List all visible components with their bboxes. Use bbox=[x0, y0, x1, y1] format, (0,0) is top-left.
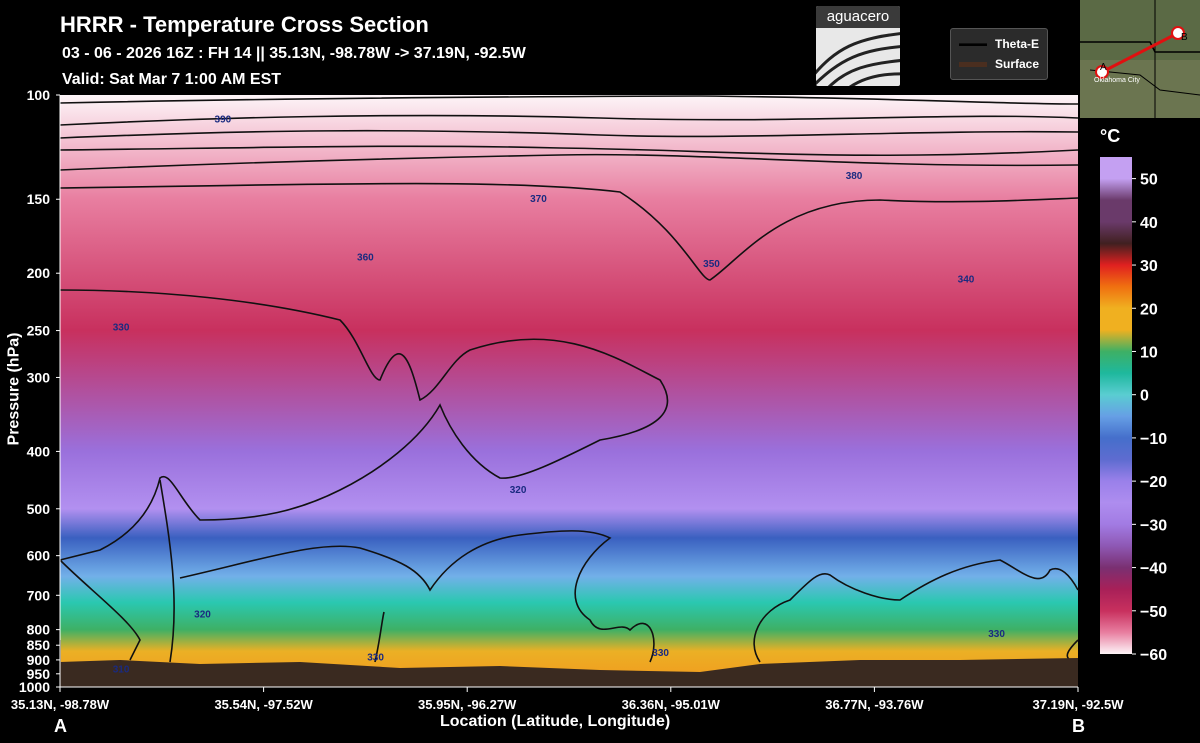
theta-e-contour-line bbox=[59, 114, 1079, 126]
y-axis-label: Pressure (hPa) bbox=[5, 332, 23, 446]
y-tick-label: 950 bbox=[27, 666, 51, 682]
surface-terrain bbox=[60, 658, 1078, 687]
x-tick-label: 36.77N, -93.76W bbox=[825, 697, 924, 712]
temperature-field bbox=[60, 95, 1078, 687]
y-tick-label: 100 bbox=[27, 87, 51, 103]
colorbar-tick-label: 10 bbox=[1140, 344, 1158, 361]
y-tick-label: 400 bbox=[27, 443, 51, 459]
colorbar-tick-label: 30 bbox=[1140, 258, 1158, 275]
colorbar bbox=[1100, 157, 1132, 654]
inset-end-label: B bbox=[1181, 32, 1188, 43]
aguacero-logo: aguacero bbox=[816, 6, 900, 86]
legend-item-surface: Surface bbox=[959, 57, 1039, 75]
theta-e-contour-line bbox=[159, 479, 175, 663]
x-tick-label: 35.95N, -96.27W bbox=[418, 697, 517, 712]
inset-map: A B Oklahoma City bbox=[1080, 0, 1200, 118]
colorbar-tick-label: −20 bbox=[1140, 474, 1167, 491]
colorbar-tick-label: −30 bbox=[1140, 517, 1167, 534]
theta-e-label: 320 bbox=[510, 485, 527, 496]
theta-e-label: 330 bbox=[652, 648, 669, 659]
theta-e-label: 360 bbox=[357, 252, 374, 263]
legend: Theta-E Surface bbox=[950, 28, 1048, 80]
theta-e-label: 320 bbox=[194, 610, 211, 621]
x-axis: 35.13N, -98.78W 35.54N, -97.52W 35.95N, -9… bbox=[11, 686, 1124, 712]
theta-e-contour-line bbox=[59, 289, 669, 561]
legend-swatch-theta-e bbox=[959, 43, 987, 47]
y-tick-label: 800 bbox=[27, 622, 51, 638]
x-axis-label: Location (Latitude, Longitude) bbox=[440, 713, 671, 730]
theta-e-label: 310 bbox=[113, 665, 130, 676]
colorbar-unit: °C bbox=[1100, 126, 1121, 146]
legend-label-theta-e: Theta-E bbox=[995, 37, 1040, 51]
legend-label-surface: Surface bbox=[995, 57, 1040, 71]
chart-title: HRRR - Temperature Cross Section bbox=[60, 12, 429, 37]
y-tick-label: 250 bbox=[27, 323, 51, 339]
colorbar-ticks: 50 40 30 20 10 0 −10 −20 −30 −40 −50 −60 bbox=[1132, 172, 1167, 664]
y-tick-label: 900 bbox=[27, 652, 51, 668]
theta-e-label: 380 bbox=[846, 171, 863, 182]
theta-e-contour-line bbox=[59, 153, 1079, 171]
colorbar-tick-label: −50 bbox=[1140, 604, 1167, 621]
logo-text: aguacero bbox=[816, 6, 900, 28]
chart-subtitle: 03 - 06 - 2026 16Z : FH 14 || 35.13N, -9… bbox=[62, 45, 526, 62]
legend-item-theta-e: Theta-E bbox=[959, 37, 1039, 55]
inset-start-label: A bbox=[1100, 62, 1107, 73]
inset-map-graphic: A B Oklahoma City bbox=[1080, 0, 1200, 118]
theta-e-label: 350 bbox=[703, 259, 720, 270]
theta-e-label: 330 bbox=[367, 653, 384, 664]
theta-e-contour-line bbox=[59, 559, 141, 661]
x-tick-label: 35.13N, -98.78W bbox=[11, 697, 110, 712]
colorbar-tick-label: 50 bbox=[1140, 172, 1158, 189]
y-axis: 100 150 200 250 300 400 500 600 700 8008509009501… bbox=[19, 87, 61, 695]
y-tick-label: 600 bbox=[27, 548, 51, 564]
theta-e-contours bbox=[59, 95, 1079, 663]
logo-graphic bbox=[816, 32, 900, 86]
theta-e-label: 330 bbox=[988, 629, 1005, 640]
theta-e-contour-line bbox=[179, 530, 655, 663]
theta-e-contour-line bbox=[59, 182, 1079, 281]
y-tick-label: 850 bbox=[27, 637, 51, 653]
theta-e-contour-line bbox=[374, 611, 385, 663]
y-tick-label: 200 bbox=[27, 265, 51, 281]
inset-city-label: Oklahoma City bbox=[1094, 77, 1140, 84]
y-tick-label: 150 bbox=[27, 191, 51, 207]
x-tick-label: 36.36N, -95.01W bbox=[622, 697, 721, 712]
theta-e-label: 340 bbox=[958, 275, 975, 286]
x-tick-label: 37.19N, -92.5W bbox=[1032, 697, 1124, 712]
x-tick-label: 35.54N, -97.52W bbox=[214, 697, 313, 712]
theta-e-labels: 390 370 380 360 350 340 330 320 320 330 330 330 310 bbox=[113, 115, 1006, 676]
y-tick-label: 500 bbox=[27, 501, 51, 517]
theta-e-contour-line bbox=[59, 145, 1079, 157]
colorbar-tick-label: −60 bbox=[1140, 647, 1167, 664]
theta-e-label: 330 bbox=[113, 322, 130, 333]
theta-e-contour-line bbox=[59, 95, 1079, 105]
legend-swatch-surface bbox=[959, 62, 987, 68]
y-tick-label: 1000 bbox=[19, 679, 50, 695]
theta-e-label: 390 bbox=[215, 115, 232, 126]
colorbar-tick-label: 0 bbox=[1140, 388, 1149, 405]
colorbar-tick-label: 40 bbox=[1140, 215, 1158, 232]
theta-e-contour-line bbox=[59, 129, 1079, 139]
colorbar-tick-label: 20 bbox=[1140, 301, 1158, 318]
y-tick-label: 300 bbox=[27, 369, 51, 385]
colorbar-tick-label: −40 bbox=[1140, 561, 1167, 578]
endpoint-b-label: B bbox=[1072, 716, 1085, 736]
valid-time: Valid: Sat Mar 7 1:00 AM EST bbox=[62, 71, 282, 88]
colorbar-tick-label: −10 bbox=[1140, 431, 1167, 448]
endpoint-a-label: A bbox=[54, 716, 67, 736]
y-tick-label: 700 bbox=[27, 587, 51, 603]
theta-e-contour-line bbox=[753, 559, 1079, 663]
theta-e-label: 370 bbox=[530, 194, 547, 205]
